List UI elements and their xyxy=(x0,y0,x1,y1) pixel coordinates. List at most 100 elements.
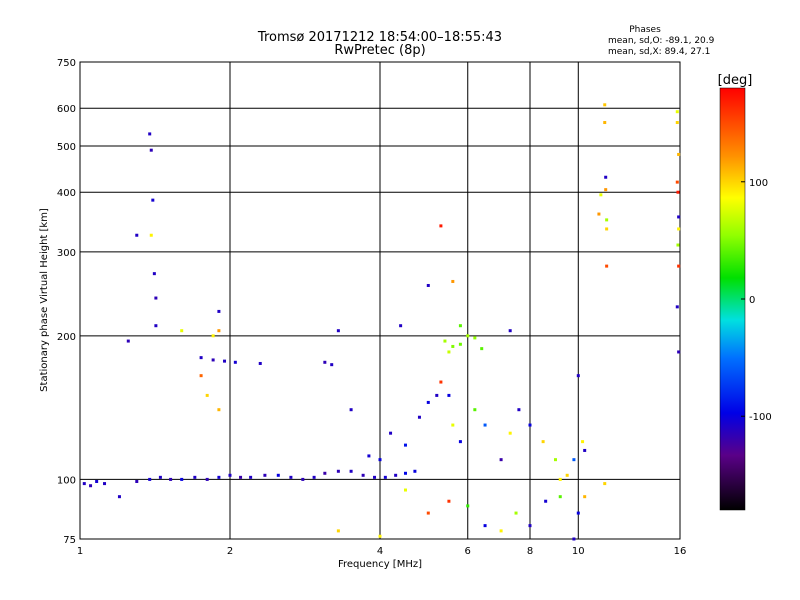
data-point xyxy=(89,484,93,488)
data-point xyxy=(135,233,139,237)
y-tick-label: 500 xyxy=(57,142,76,153)
data-point xyxy=(82,482,86,486)
data-point xyxy=(117,495,121,499)
x-tick-label: 1 xyxy=(77,546,83,557)
data-point xyxy=(466,334,470,338)
data-point xyxy=(458,342,462,346)
data-point xyxy=(565,473,569,477)
data-point xyxy=(583,495,587,499)
colorbar-ticks: 100 0 -100 xyxy=(741,178,772,423)
data-point xyxy=(603,121,607,125)
data-point xyxy=(458,440,462,444)
data-point xyxy=(483,524,487,528)
data-point xyxy=(276,473,280,477)
x-tick-label: 10 xyxy=(572,546,585,557)
data-point xyxy=(473,408,477,412)
data-point xyxy=(148,477,152,481)
data-point xyxy=(451,279,455,283)
data-point xyxy=(217,309,221,313)
data-point xyxy=(426,400,430,404)
data-point xyxy=(263,473,267,477)
colorbar-tick-label: 100 xyxy=(749,178,768,189)
x-tick-label: 4 xyxy=(377,546,383,557)
data-point xyxy=(605,218,609,222)
y-tick-label: 400 xyxy=(57,188,76,199)
y-tick-label: 100 xyxy=(57,475,76,486)
data-point xyxy=(677,152,681,156)
data-point xyxy=(217,329,221,333)
data-point xyxy=(604,175,608,179)
x-tick-label: 16 xyxy=(674,546,687,557)
x-axis-label: Frequency [MHz] xyxy=(338,559,422,570)
data-point xyxy=(677,264,681,268)
data-point xyxy=(228,473,232,477)
x-tick-labels: 1 2 4 6 8 10 16 xyxy=(77,546,687,557)
data-point xyxy=(558,477,562,481)
data-point xyxy=(149,233,153,237)
data-point xyxy=(426,283,430,287)
data-point xyxy=(483,423,487,427)
colorbar-label: [deg] xyxy=(718,73,753,88)
data-point xyxy=(675,305,679,309)
data-point xyxy=(126,339,130,343)
data-point xyxy=(675,110,679,114)
data-point xyxy=(676,243,680,247)
phases-line-o: mean, sd,O: -89.1, 20.9 xyxy=(608,36,715,46)
data-point xyxy=(435,393,439,397)
data-point xyxy=(199,356,203,360)
data-point xyxy=(677,350,681,354)
data-point xyxy=(349,469,353,473)
data-point xyxy=(605,264,609,268)
x-tick-label: 8 xyxy=(527,546,533,557)
data-point xyxy=(528,423,532,427)
y-axis-label: Stationary phase Virtual Height [km] xyxy=(39,208,50,392)
data-point xyxy=(394,473,398,477)
data-point xyxy=(149,148,153,152)
data-point xyxy=(451,423,455,427)
data-point xyxy=(217,408,221,412)
data-point xyxy=(499,529,503,533)
data-point xyxy=(301,477,305,481)
data-point xyxy=(148,132,152,136)
data-point xyxy=(426,511,430,515)
data-point xyxy=(239,475,243,479)
data-point xyxy=(603,103,607,107)
data-point xyxy=(151,198,155,202)
chart-subtitle: RwPretec (8p) xyxy=(334,43,425,58)
data-point xyxy=(389,431,393,435)
data-point xyxy=(517,408,521,412)
data-point xyxy=(447,393,451,397)
data-point xyxy=(330,363,334,367)
data-point xyxy=(583,448,587,452)
data-point xyxy=(675,180,679,184)
data-point xyxy=(558,495,562,499)
data-point xyxy=(336,329,340,333)
data-point xyxy=(249,475,253,479)
data-point xyxy=(154,324,158,328)
y-tick-label: 600 xyxy=(57,104,76,115)
data-point xyxy=(336,469,340,473)
data-point xyxy=(378,458,382,462)
data-point xyxy=(383,475,387,479)
grid-lines xyxy=(80,62,680,539)
data-point xyxy=(605,227,609,231)
data-point xyxy=(413,469,417,473)
data-point xyxy=(367,454,371,458)
x-tick-label: 6 xyxy=(465,546,471,557)
data-point xyxy=(499,458,503,462)
data-point xyxy=(544,499,548,503)
data-point xyxy=(217,475,221,479)
data-point xyxy=(180,477,184,481)
data-point xyxy=(193,475,197,479)
data-point xyxy=(399,324,403,328)
data-point xyxy=(312,475,316,479)
y-tick-label: 200 xyxy=(57,332,76,343)
data-point xyxy=(211,334,215,338)
data-point xyxy=(211,358,215,362)
data-point xyxy=(599,193,603,197)
data-point xyxy=(378,534,382,538)
data-point xyxy=(576,374,580,378)
data-point xyxy=(458,324,462,328)
chart-title: Tromsø 20171212 18:54:00–18:55:43 xyxy=(257,30,502,45)
data-point xyxy=(349,408,353,412)
